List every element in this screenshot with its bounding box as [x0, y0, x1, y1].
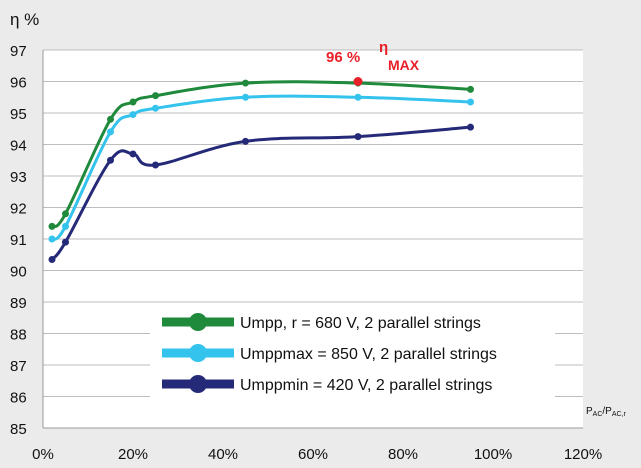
- y-tick-label: 85: [10, 421, 27, 438]
- series-point: [62, 210, 69, 218]
- series-point: [467, 85, 474, 93]
- series-point: [62, 222, 69, 230]
- y-tick-label: 93: [10, 169, 27, 186]
- series-point: [48, 222, 56, 230]
- peak-annotation-subscript: MAX: [388, 57, 420, 73]
- legend-item: Umppmin = 420 V, 2 parallel strings: [162, 375, 492, 394]
- series-point: [152, 92, 159, 100]
- series-point: [354, 93, 362, 101]
- y-tick-label: 90: [10, 264, 27, 281]
- x-axis-label-sub2: AC,r: [612, 411, 627, 418]
- ticks-layer: 85 86 87 88 89 90 91 92 93 94 95 96 97 0% 20% 40% 60% 80%…: [10, 43, 602, 463]
- y-tick-label: 96: [10, 75, 27, 92]
- x-tick-label: 60%: [298, 446, 328, 463]
- legend-item: Umppmax = 850 V, 2 parallel strings: [162, 344, 497, 363]
- peak-annotation-eta: η: [379, 39, 388, 56]
- y-axis-label: η %: [10, 10, 39, 29]
- series-layer: [48, 77, 474, 263]
- legend: Umpp, r = 680 V, 2 parallel strings Umppm…: [150, 307, 555, 401]
- y-tick-label: 89: [10, 295, 27, 312]
- y-tick-label: 91: [10, 232, 27, 249]
- series-point: [129, 111, 137, 119]
- legend-swatch-marker: [189, 344, 207, 362]
- x-axis-label-main: P: [586, 406, 593, 417]
- series-point: [48, 235, 56, 243]
- series-point: [107, 128, 114, 136]
- x-tick-label: 120%: [564, 446, 602, 463]
- legend-swatch-marker: [189, 313, 207, 331]
- y-tick-label: 86: [10, 390, 27, 407]
- y-tick-label: 94: [10, 138, 27, 155]
- peak-annotation: 96 % η MAX: [326, 39, 420, 73]
- x-tick-label: 20%: [118, 446, 148, 463]
- series-3: [48, 123, 474, 263]
- x-axis-label-sep: /P: [602, 406, 612, 417]
- series-point: [242, 79, 249, 87]
- peak-annotation-value: 96 %: [326, 49, 360, 66]
- y-tick-label: 97: [10, 43, 27, 60]
- x-tick-label: 80%: [388, 446, 418, 463]
- x-tick-label: 40%: [208, 446, 238, 463]
- legend-label: Umppmax = 850 V, 2 parallel strings: [240, 346, 497, 363]
- series-point: [107, 156, 114, 164]
- x-tick-label: 100%: [474, 446, 512, 463]
- series-point: [62, 238, 69, 246]
- y-tick-label: 87: [10, 358, 27, 375]
- legend-label: Umppmin = 420 V, 2 parallel strings: [240, 377, 492, 394]
- series-point: [467, 98, 474, 106]
- legend-item: Umpp, r = 680 V, 2 parallel strings: [162, 313, 481, 332]
- y-tick-label: 95: [10, 106, 27, 123]
- series-point: [242, 93, 249, 101]
- series-point: [107, 115, 114, 123]
- series-point: [129, 150, 137, 158]
- x-tick-label: 0%: [32, 446, 54, 463]
- series-point: [467, 123, 474, 131]
- series-2: [48, 93, 474, 243]
- series-point: [242, 137, 249, 145]
- x-axis-label-sub: AC: [593, 411, 603, 418]
- series-point: [152, 161, 159, 169]
- x-axis-label: PAC/PAC,r: [586, 406, 627, 418]
- y-tick-label: 92: [10, 201, 27, 218]
- legend-swatch-marker: [189, 375, 207, 393]
- peak-marker: [353, 77, 363, 86]
- series-point: [354, 133, 362, 141]
- y-tick-label: 88: [10, 327, 27, 344]
- series-point: [129, 98, 137, 106]
- series-point: [152, 104, 159, 112]
- series-point: [48, 255, 56, 263]
- legend-label: Umpp, r = 680 V, 2 parallel strings: [240, 315, 481, 332]
